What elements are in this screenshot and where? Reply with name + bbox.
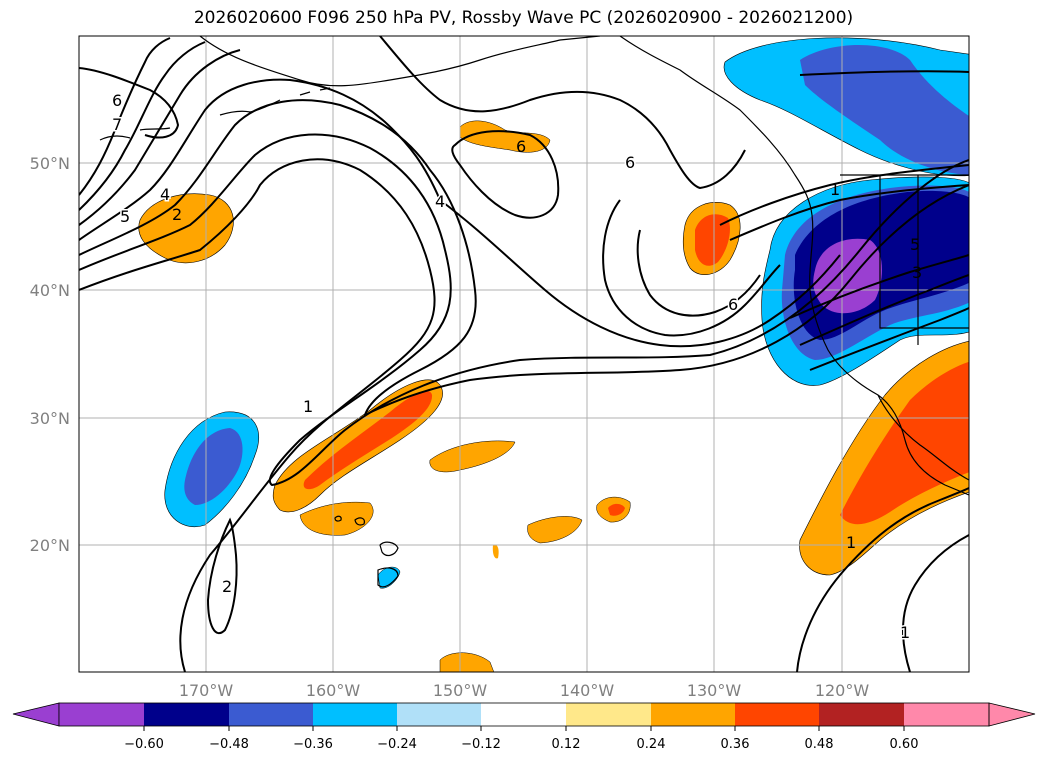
lat-label-40n: 40°N (30, 281, 70, 300)
colorbar: −0.60 −0.48 −0.36 −0.24 −0.12 0.12 0.24 … (12, 702, 1036, 752)
colorbar-extend-max (988, 702, 1036, 727)
contour-label: 3 (912, 263, 922, 282)
map-frame (78, 35, 970, 673)
lon-label-160w: 160°W (306, 681, 361, 700)
lon-labels: 170°W 160°W 150°W 140°W 130°W 120°W (179, 681, 870, 700)
colorbar-swatch (229, 703, 313, 726)
colorbar-tick-label: 0.48 (805, 737, 834, 752)
colorbar-swatch (819, 703, 904, 726)
contour-label: 2 (172, 205, 182, 224)
contour-label: 1 (900, 623, 910, 642)
contour-label: 1 (303, 397, 313, 416)
coastlines (99, 36, 969, 588)
contour-label: 2 (222, 577, 232, 596)
colorbar-swatch (59, 703, 144, 726)
contour-label: 6 (728, 295, 738, 314)
lon-label-120w: 120°W (815, 681, 870, 700)
lat-label-50n: 50°N (30, 154, 70, 173)
colorbar-swatch (397, 703, 481, 726)
lat-labels: 50°N 40°N 30°N 20°N (30, 154, 70, 555)
contour-label: 6 (112, 91, 122, 110)
contour-label: 6 (625, 153, 635, 172)
colorbar-tick-label: −0.12 (461, 737, 501, 752)
lon-label-130w: 130°W (687, 681, 742, 700)
colorbar-tick-label: −0.60 (124, 737, 164, 752)
map-panel: 6 7 5 4 2 4 6 6 1 6 1 5 3 2 1 1 (79, 36, 969, 672)
contour-label: 5 (120, 207, 130, 226)
colorbar-swatch (144, 703, 229, 726)
colorbar-tick-label: 0.12 (552, 737, 581, 752)
colorbar-tick-label: −0.48 (209, 737, 249, 752)
colorbar-swatch (313, 703, 397, 726)
colorbar-tick-label: 0.24 (637, 737, 666, 752)
contour-label: 7 (112, 115, 122, 134)
colorbar-swatch (566, 703, 651, 726)
colorbar-tick-label: 0.36 (721, 737, 750, 752)
contour-label: 5 (910, 235, 920, 254)
lat-label-20n: 20°N (30, 536, 70, 555)
colorbar-swatch (481, 703, 566, 726)
contour-label: 1 (830, 180, 840, 199)
gridlines (79, 36, 969, 672)
colorbar-swatch (651, 703, 735, 726)
contour-label: 4 (435, 192, 445, 211)
colorbar-tick-label: −0.24 (377, 737, 417, 752)
colorbar-swatch (735, 703, 819, 726)
lat-label-30n: 30°N (30, 409, 70, 428)
lon-label-170w: 170°W (179, 681, 234, 700)
colorbar-tick-label: 0.60 (890, 737, 919, 752)
lon-label-150w: 150°W (433, 681, 488, 700)
colorbar-tick-label: −0.36 (293, 737, 333, 752)
contour-label: 4 (160, 185, 170, 204)
colorbar-swatch (904, 703, 989, 726)
colorbar-extend-min (12, 702, 60, 727)
pv-contours (79, 36, 969, 672)
contour-labels: 6 7 5 4 2 4 6 6 1 6 1 5 3 2 1 1 (111, 90, 923, 644)
map-title: 2026020600 F096 250 hPa PV, Rossby Wave … (193, 8, 854, 28)
lon-label-140w: 140°W (560, 681, 615, 700)
positive-anomaly-west (138, 193, 234, 264)
contour-label: 1 (846, 533, 856, 552)
contour-label: 6 (516, 137, 526, 156)
